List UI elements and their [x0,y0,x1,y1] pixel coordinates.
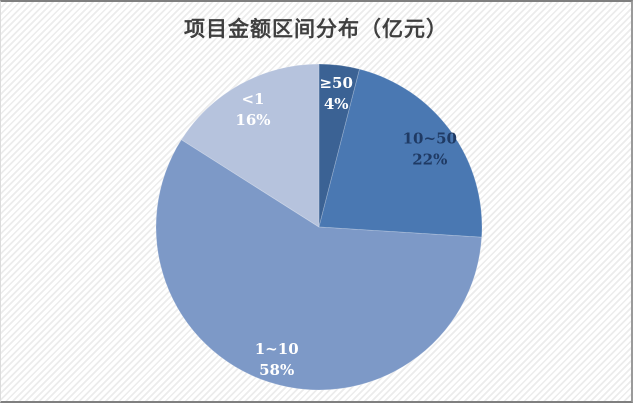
pie-slice [318,63,360,228]
pie-slice-label: <1 16% [235,90,270,129]
pie-slice [155,139,483,391]
pie-slice-label: 10~50 22% [403,130,457,169]
chart-title: 项目金额区间分布（亿元） [184,16,448,41]
pie-slice-label: 1~10 58% [255,340,299,379]
pie-slice [318,68,483,238]
pie-slice-label: ≥50 4% [319,74,352,113]
pie-slice [180,63,320,228]
